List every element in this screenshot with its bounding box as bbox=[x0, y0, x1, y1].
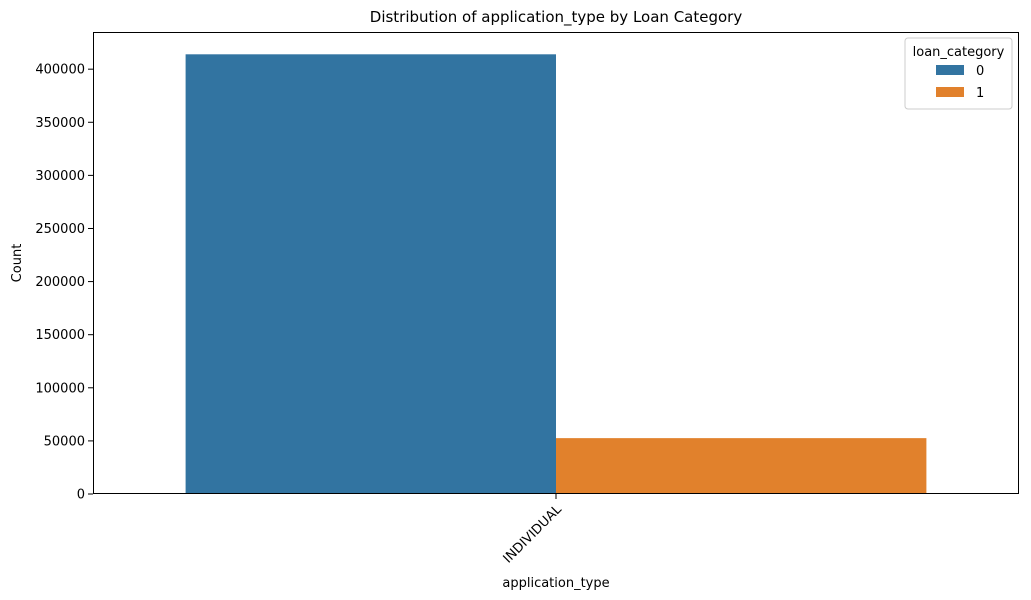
y-axis-ticks: 0 50000 100000 150000 200000 250000 300000 3500… bbox=[35, 63, 93, 503]
bar-individual-series-0 bbox=[185, 54, 556, 495]
y-axis-label: Count bbox=[10, 244, 25, 283]
legend-swatch-1 bbox=[936, 87, 964, 97]
legend-label-1: 1 bbox=[976, 86, 984, 101]
y-tick-label: 50000 bbox=[44, 434, 85, 449]
y-tick-label: 350000 bbox=[35, 116, 85, 131]
x-axis-ticks: INDIVIDUAL bbox=[501, 494, 566, 567]
y-tick-label: 150000 bbox=[35, 328, 85, 343]
plot-frame bbox=[93, 32, 1019, 494]
y-tick-label: 250000 bbox=[35, 222, 85, 237]
chart-title: Distribution of application_type by Loan… bbox=[370, 8, 743, 27]
x-tick-label: INDIVIDUAL bbox=[501, 502, 566, 567]
y-tick-label: 400000 bbox=[35, 63, 85, 78]
legend-label-0: 0 bbox=[976, 64, 984, 79]
legend-title: loan_category bbox=[913, 45, 1005, 60]
bars-layer bbox=[185, 54, 927, 495]
x-axis-label: application_type bbox=[502, 576, 609, 591]
legend-swatch-0 bbox=[936, 65, 964, 75]
y-tick-label: 0 bbox=[77, 488, 85, 503]
y-tick-label: 300000 bbox=[35, 169, 85, 184]
legend-entries: 01 bbox=[936, 64, 984, 101]
y-tick-label: 100000 bbox=[35, 381, 85, 396]
y-tick-label: 200000 bbox=[35, 275, 85, 290]
bar-individual-series-1 bbox=[556, 438, 927, 494]
legend: loan_category 01 bbox=[904, 37, 1013, 110]
